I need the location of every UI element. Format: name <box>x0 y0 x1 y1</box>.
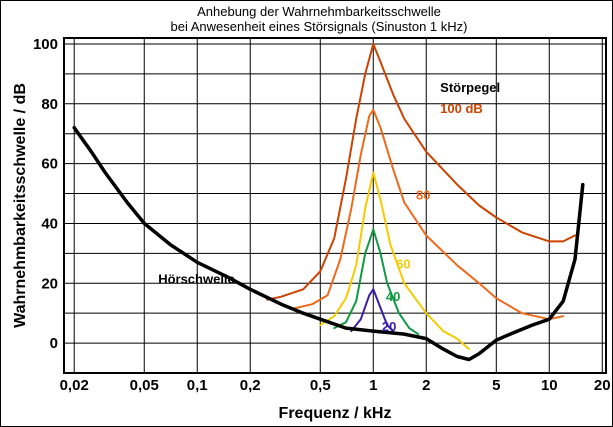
annotation-label: 60 <box>396 256 410 271</box>
series-line-60 <box>319 171 470 351</box>
chart-title-line-1: Anhebung der Wahrnehmbarkeitsschwelle <box>197 4 441 19</box>
x-tick-label: 0,05 <box>130 377 159 394</box>
y-axis-label: Wahrnehmbarkeitsschwelle / dB <box>12 83 29 328</box>
series-line-100-db <box>266 43 576 301</box>
annotation-label: 80 <box>416 188 430 203</box>
x-tick-label: 1 <box>369 377 377 394</box>
series-line-hoerschwelle <box>72 125 585 362</box>
x-tick-label: 0,1 <box>187 377 208 394</box>
grid <box>64 38 606 373</box>
series-layer <box>72 43 585 362</box>
annotation-label: 20 <box>382 319 396 334</box>
annotation-layer: Hörschwelle Störpegel 100 dB 80 60 40 20 <box>158 80 500 334</box>
y-tick-label: 60 <box>41 156 58 173</box>
annotation-label: 100 dB <box>440 101 483 116</box>
series-line-20 <box>350 288 395 333</box>
x-tick-label: 10 <box>541 377 558 394</box>
x-tick-label: 2 <box>422 377 430 394</box>
annotation-label: Hörschwelle <box>158 271 235 286</box>
y-tick-labels: 0 20 40 60 80 100 <box>33 36 58 352</box>
annotation-label: 40 <box>386 289 400 304</box>
annotation-label: Störpegel <box>440 80 500 95</box>
x-tick-label: 0,02 <box>60 377 89 394</box>
x-tick-label: 5 <box>492 377 500 394</box>
chart-title-line-2: bei Anwesenheit eines Störsignals (Sinus… <box>171 19 468 34</box>
x-axis-label: Frequenz / kHz <box>279 405 392 422</box>
y-tick-label: 20 <box>41 275 58 292</box>
y-tick-label: 100 <box>33 36 58 53</box>
y-tick-label: 40 <box>41 215 58 232</box>
y-tick-label: 0 <box>50 335 58 352</box>
plot-area <box>63 37 607 374</box>
x-tick-label: 0,5 <box>310 377 331 394</box>
series-line-40 <box>333 228 420 336</box>
series-line-80 <box>292 108 565 321</box>
x-tick-labels: 0,02 0,05 0,1 0,2 0,5 1 2 5 10 20 <box>60 377 611 394</box>
y-tick-label: 80 <box>41 96 58 113</box>
x-tick-label: 20 <box>594 377 611 394</box>
x-tick-label: 0,2 <box>240 377 261 394</box>
